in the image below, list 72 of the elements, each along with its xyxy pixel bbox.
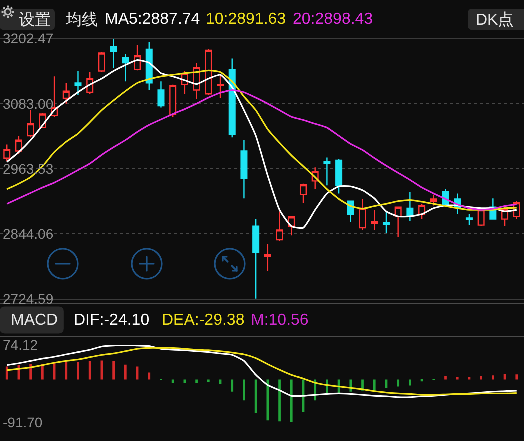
candlestick: [170, 84, 177, 118]
candlestick: [110, 38, 118, 69]
chart-title: MACD: [11, 312, 58, 329]
bar: [196, 380, 198, 384]
series-label: DEA:-29.38: [162, 312, 245, 329]
candlestick: [276, 211, 284, 242]
text: DK点: [476, 11, 514, 29]
bar: [65, 362, 68, 380]
candlestick: [324, 157, 331, 186]
y-tick-label: 74.12: [3, 337, 38, 354]
candlestick: [252, 218, 260, 300]
candlestick: [466, 214, 473, 226]
bar: [254, 380, 258, 414]
bar: [266, 380, 270, 421]
text: 10:2891.63: [206, 11, 286, 28]
bar: [41, 364, 44, 380]
bar: [504, 374, 506, 380]
bar: [480, 376, 483, 380]
bar: [77, 362, 80, 380]
y-tick-label: 3202.47: [3, 30, 54, 47]
y-tick-label: 3083.00: [3, 96, 54, 112]
bar: [278, 380, 281, 422]
bar: [124, 364, 127, 380]
candlestick: [15, 135, 22, 155]
candlestick: [336, 158, 343, 194]
candlestick: [228, 58, 236, 138]
text: M:10.56: [251, 312, 309, 329]
candlestick: [394, 206, 402, 238]
candlestick: [62, 82, 70, 104]
candlestick: [74, 70, 82, 96]
text: MA5:2887.74: [105, 11, 200, 28]
candlestick: [240, 140, 248, 200]
bar: [456, 377, 459, 380]
bar: [492, 376, 494, 380]
bar: [88, 361, 92, 380]
bar: [172, 380, 174, 384]
bar: [516, 374, 518, 380]
candlestick: [217, 76, 224, 100]
text: 设置: [19, 11, 51, 29]
bar: [397, 380, 400, 387]
bar: [468, 377, 471, 380]
candlestick: [4, 144, 11, 162]
candlestick: [264, 244, 272, 272]
bar: [444, 376, 447, 380]
candlestick: [27, 110, 34, 138]
candlestick: [430, 194, 438, 206]
candlestick: [158, 80, 165, 108]
text: 20:2898.43: [293, 11, 374, 28]
bar: [231, 380, 234, 392]
candlestick: [359, 198, 366, 231]
bar: [243, 380, 246, 401]
bar: [373, 380, 376, 391]
bar: [6, 366, 8, 380]
y-tick-label: 2724.59: [3, 290, 54, 307]
candlestick: [98, 52, 106, 73]
bar: [207, 380, 210, 383]
chart-title: 均线: [65, 11, 98, 29]
series-label: DIF:-24.10: [74, 312, 150, 329]
y-tick-label: 2844.06: [3, 226, 54, 242]
candlestick: [382, 211, 390, 234]
candlestick: [205, 48, 212, 96]
candlestick: [122, 54, 130, 82]
candlestick: [406, 192, 414, 222]
bar: [30, 364, 32, 380]
bar: [112, 361, 115, 380]
y-tick-label: -91.70: [3, 414, 43, 430]
candlestick: [300, 183, 307, 204]
bar: [290, 380, 293, 422]
bar: [409, 380, 412, 386]
bar: [148, 372, 151, 380]
candlestick: [134, 44, 142, 72]
candlestick: [371, 209, 378, 231]
